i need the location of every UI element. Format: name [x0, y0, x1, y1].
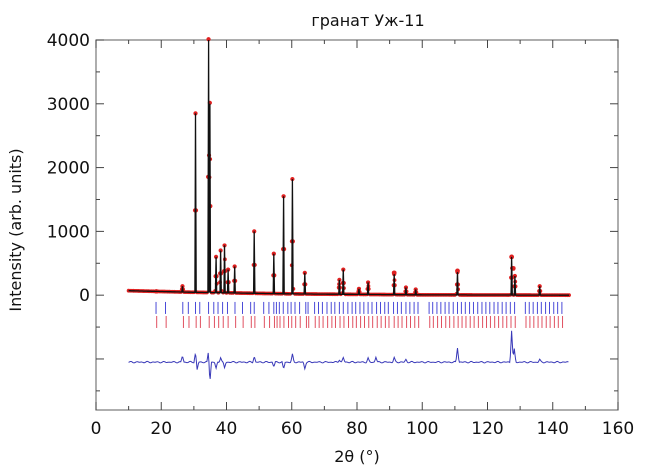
x-tick-label: 120 — [471, 419, 503, 439]
y-axis-ticks: 0 1000 2000 3000 4000 — [47, 31, 618, 392]
x-tick-label: 100 — [406, 419, 438, 439]
chart-title: гранат Уж-11 — [311, 11, 424, 30]
x-tick-label: 80 — [346, 419, 368, 439]
x-axis-ticks: 0 20 40 60 80 100 120 140 160 — [91, 40, 634, 439]
difference-series — [128, 330, 569, 379]
data-series — [126, 37, 571, 379]
observed-peak-point — [341, 267, 346, 272]
observed-peak-point — [281, 194, 286, 199]
x-tick-label: 160 — [602, 419, 634, 439]
x-tick-label: 60 — [281, 419, 303, 439]
observed-peak-point — [337, 277, 342, 282]
x-tick-label: 40 — [216, 419, 238, 439]
reflections-phase1 — [155, 301, 563, 314]
observed-peak-point — [206, 37, 211, 42]
x-tick-label: 20 — [150, 419, 172, 439]
y-tick-label: 2000 — [47, 159, 90, 179]
x-tick-label: 0 — [91, 419, 102, 439]
observed-peak-point — [252, 229, 257, 234]
observed-point — [455, 268, 460, 274]
reflections-phase2 — [156, 315, 564, 328]
observed-peak-point — [290, 176, 295, 182]
observed-point — [391, 270, 397, 276]
x-tick-label: 140 — [537, 419, 569, 439]
y-tick-label: 3000 — [47, 95, 90, 115]
y-tick-label: 1000 — [47, 222, 90, 242]
y-axis-title: Intensity (arb. units) — [6, 148, 25, 311]
observed-series — [126, 37, 571, 298]
x-axis-title: 2θ (°) — [334, 447, 380, 466]
plot-frame — [95, 39, 619, 411]
observed-peak-point — [226, 267, 231, 272]
observed-peak-point — [193, 111, 198, 116]
y-tick-label: 0 — [79, 286, 90, 306]
calculated-series — [128, 39, 570, 296]
y-tick-label: 4000 — [47, 31, 90, 51]
observed-peak-point — [232, 264, 237, 269]
